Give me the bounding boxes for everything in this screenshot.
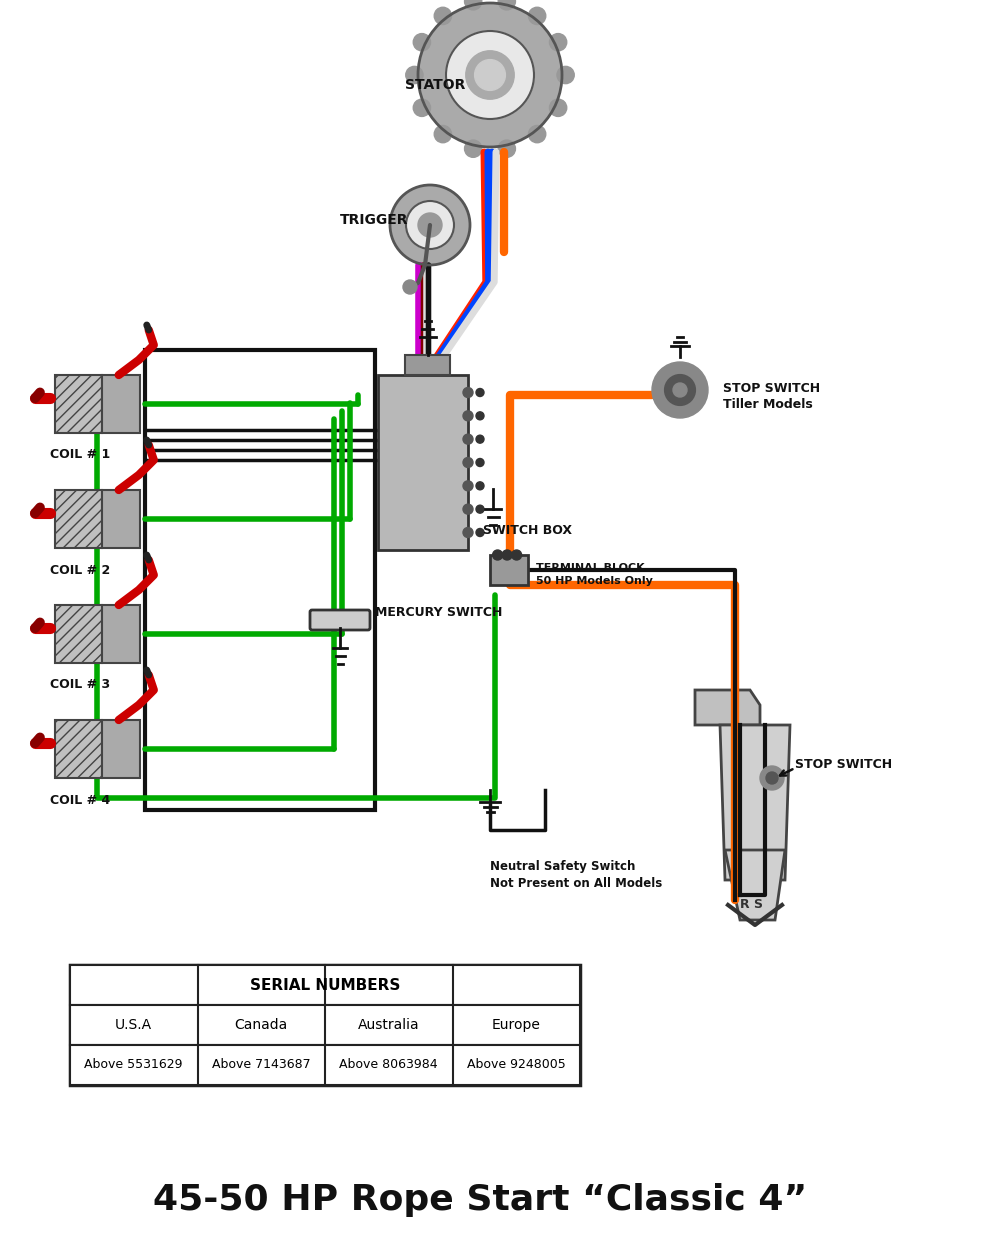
Circle shape — [466, 51, 514, 99]
FancyBboxPatch shape — [378, 375, 468, 550]
Circle shape — [463, 387, 473, 397]
Text: TERMINAL BLOCK
50 HP Models Only: TERMINAL BLOCK 50 HP Models Only — [536, 563, 653, 586]
FancyBboxPatch shape — [70, 1005, 580, 1046]
Text: SWITCH BOX: SWITCH BOX — [483, 524, 572, 536]
FancyBboxPatch shape — [55, 375, 102, 433]
FancyBboxPatch shape — [70, 1046, 580, 1085]
Text: COIL # 4: COIL # 4 — [50, 794, 110, 806]
Circle shape — [476, 459, 484, 466]
Circle shape — [434, 126, 452, 143]
Circle shape — [549, 99, 567, 116]
Polygon shape — [695, 690, 760, 725]
Circle shape — [512, 550, 522, 560]
Circle shape — [493, 550, 503, 560]
Circle shape — [463, 504, 473, 514]
Text: MERCURY SWITCH: MERCURY SWITCH — [375, 605, 502, 619]
FancyBboxPatch shape — [102, 490, 140, 547]
FancyBboxPatch shape — [490, 555, 528, 584]
Circle shape — [476, 529, 484, 536]
Circle shape — [406, 201, 454, 249]
Circle shape — [463, 528, 473, 538]
Circle shape — [403, 280, 417, 293]
Text: STOP SWITCH
Tiller Models: STOP SWITCH Tiller Models — [723, 382, 820, 411]
Circle shape — [475, 59, 505, 90]
Circle shape — [465, 141, 482, 158]
Circle shape — [463, 457, 473, 467]
Text: Australia: Australia — [358, 1018, 420, 1032]
Circle shape — [406, 67, 423, 84]
Text: COIL # 2: COIL # 2 — [50, 563, 110, 577]
Text: Europe: Europe — [492, 1018, 541, 1032]
Text: Above 5531629: Above 5531629 — [84, 1058, 183, 1071]
Text: Above 7143687: Above 7143687 — [212, 1058, 311, 1071]
Text: SERIAL NUMBERS: SERIAL NUMBERS — [250, 978, 400, 993]
FancyBboxPatch shape — [310, 610, 370, 630]
Circle shape — [418, 213, 442, 237]
Text: Above 9248005: Above 9248005 — [467, 1058, 566, 1071]
FancyBboxPatch shape — [102, 605, 140, 663]
FancyBboxPatch shape — [102, 375, 140, 433]
Circle shape — [760, 766, 784, 790]
FancyBboxPatch shape — [55, 490, 102, 547]
Circle shape — [476, 506, 484, 513]
Circle shape — [673, 383, 687, 397]
Circle shape — [557, 67, 574, 84]
FancyBboxPatch shape — [70, 965, 580, 1005]
Circle shape — [766, 772, 778, 784]
Circle shape — [476, 435, 484, 443]
Circle shape — [418, 2, 562, 147]
Circle shape — [476, 482, 484, 490]
Circle shape — [463, 434, 473, 444]
Text: COIL # 1: COIL # 1 — [50, 449, 110, 461]
Circle shape — [498, 0, 515, 10]
Circle shape — [434, 7, 452, 25]
Polygon shape — [725, 850, 785, 920]
Text: R S: R S — [740, 899, 764, 911]
Circle shape — [476, 412, 484, 419]
Text: STOP SWITCH: STOP SWITCH — [795, 758, 892, 772]
Circle shape — [413, 99, 431, 116]
FancyBboxPatch shape — [55, 720, 102, 778]
Circle shape — [413, 33, 431, 51]
Circle shape — [502, 550, 512, 560]
Circle shape — [549, 33, 567, 51]
Text: COIL # 3: COIL # 3 — [50, 678, 110, 692]
Text: U.S.A: U.S.A — [115, 1018, 152, 1032]
Text: Canada: Canada — [235, 1018, 288, 1032]
Text: 45-50 HP Rope Start “Classic 4”: 45-50 HP Rope Start “Classic 4” — [153, 1182, 807, 1217]
Circle shape — [652, 363, 708, 418]
Text: Neutral Safety Switch
Not Present on All Models: Neutral Safety Switch Not Present on All… — [490, 859, 662, 890]
FancyBboxPatch shape — [70, 965, 580, 1085]
Circle shape — [463, 481, 473, 491]
Circle shape — [463, 411, 473, 420]
Polygon shape — [720, 725, 790, 880]
Circle shape — [446, 31, 534, 120]
Circle shape — [465, 0, 482, 10]
Circle shape — [665, 375, 695, 406]
Circle shape — [476, 388, 484, 397]
Circle shape — [390, 185, 470, 265]
Circle shape — [528, 7, 546, 25]
FancyBboxPatch shape — [405, 355, 450, 375]
Text: STATOR: STATOR — [405, 78, 465, 92]
Text: Above 8063984: Above 8063984 — [339, 1058, 438, 1071]
FancyBboxPatch shape — [102, 720, 140, 778]
FancyBboxPatch shape — [55, 605, 102, 663]
Circle shape — [528, 126, 546, 143]
Text: TRIGGER: TRIGGER — [340, 213, 409, 227]
Circle shape — [498, 141, 515, 158]
